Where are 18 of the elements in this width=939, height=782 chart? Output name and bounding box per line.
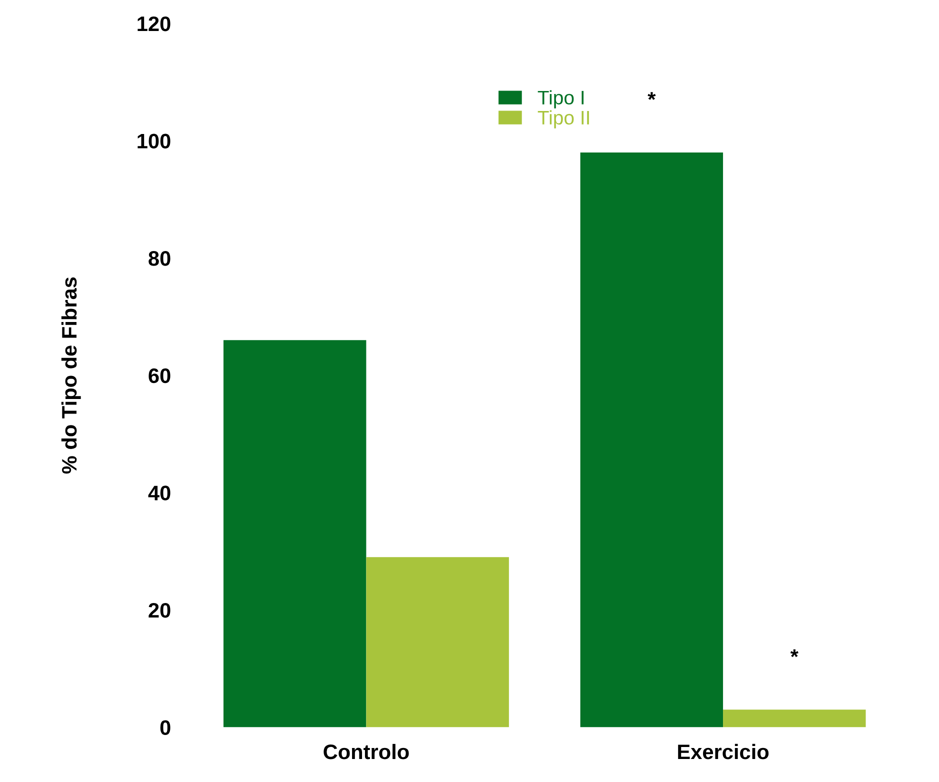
x-tick-label: Exercicio <box>678 744 769 760</box>
bar <box>223 340 366 728</box>
bar <box>723 710 866 728</box>
y-tick-label: 40 <box>148 486 170 500</box>
y-tick-label: 60 <box>148 368 170 384</box>
legend-label: Tipo I <box>538 90 584 108</box>
y-tick-label: 120 <box>138 16 170 32</box>
legend-label: Tipo II <box>538 110 589 128</box>
y-axis-title: % do Tipo de Fibras <box>61 277 81 474</box>
bar <box>366 557 509 728</box>
y-tick-label: 100 <box>138 134 170 149</box>
annotation: * <box>790 649 798 658</box>
x-tick-label: Controlo <box>324 744 409 760</box>
y-tick-label: 0 <box>160 720 170 736</box>
y-tick-label: 80 <box>148 251 170 266</box>
annotation: * <box>648 92 656 100</box>
bar <box>580 152 724 728</box>
y-tick-label: 20 <box>148 602 170 618</box>
